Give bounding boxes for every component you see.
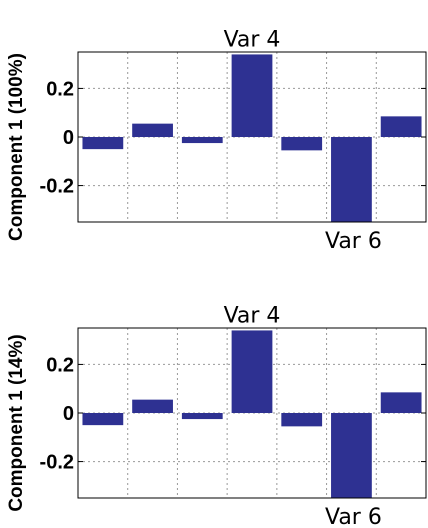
y-tick-label: 0.2 [46,78,74,100]
y-tick-label: 0 [63,403,74,425]
bar [231,330,273,413]
bar [132,123,173,137]
chart-panel-2: -0.2 0 0.2 Component 1 (14%) Var 4 Var 6 [6,303,427,528]
y-tick-label: -0.2 [40,452,74,474]
bar [82,137,124,150]
bar [380,392,422,413]
y-tick-label: 0.2 [46,354,74,376]
bar [331,413,372,498]
y-tick-label: -0.2 [40,176,74,198]
bar [231,54,273,137]
bar-annotation: Var 6 [325,229,382,254]
y-axis-label: Component 1 (100%) [6,53,27,241]
bar-annotation: Var 4 [224,303,281,328]
bar [281,137,323,151]
bar [181,413,223,420]
bar-annotation: Var 4 [224,27,281,52]
y-tick-label: 0 [63,127,74,149]
y-axis-label: Component 1 (14%) [6,334,27,511]
bar [181,137,223,144]
bar [380,116,422,137]
bar-annotation: Var 6 [325,505,382,528]
bar [331,137,372,222]
chart-panel-1: -0.2 0 0.2 Component 1 (100%) Var 4 Var 6 [6,27,427,254]
bar [281,413,323,427]
bar [132,399,173,413]
bar [82,413,124,426]
